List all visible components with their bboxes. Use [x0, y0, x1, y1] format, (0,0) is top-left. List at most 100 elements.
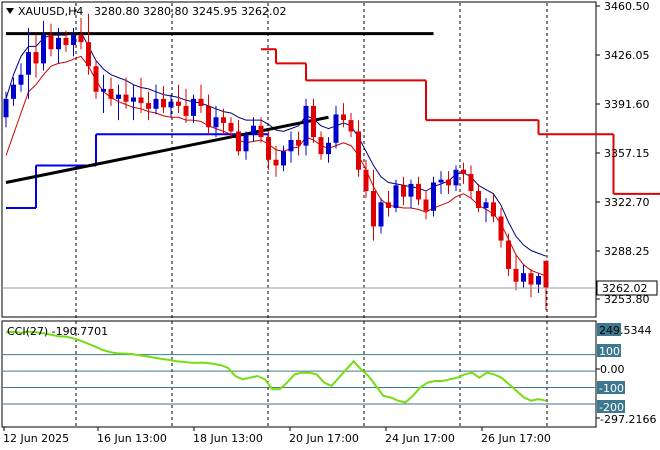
candle-body — [138, 97, 144, 104]
candle-body — [146, 103, 151, 109]
candle-body — [153, 98, 159, 109]
candle-body — [543, 260, 549, 288]
candle-body — [468, 173, 474, 191]
candle-body — [3, 98, 9, 118]
candle-body — [333, 114, 339, 143]
candle-body — [363, 169, 369, 191]
candle-body — [56, 37, 61, 50]
candle-body — [311, 105, 316, 138]
candle-body — [416, 183, 421, 200]
candle-body — [101, 88, 106, 92]
trendlines — [5, 32, 434, 184]
cci-axis-label: -200 — [599, 401, 624, 414]
candle-body — [528, 273, 534, 285]
cci-line — [5, 330, 547, 404]
candle-body — [288, 139, 294, 152]
candle-body — [386, 202, 391, 208]
collapse-triangle-icon[interactable] — [6, 8, 14, 14]
candle-body — [191, 98, 196, 116]
candle-body — [33, 52, 39, 64]
candle-body — [461, 169, 466, 174]
candle-body — [93, 66, 99, 92]
cci-badge — [597, 381, 625, 394]
candle-body — [26, 52, 31, 75]
cci-polyline — [5, 330, 547, 404]
price-label: 3460.50 — [604, 0, 650, 13]
candle-body — [491, 202, 496, 217]
candle-body — [356, 131, 361, 170]
candle-body — [161, 98, 166, 108]
time-label: 26 Jun 17:00 — [481, 432, 551, 445]
current-price-label: 3262.02 — [602, 282, 648, 295]
time-label: 20 Jun 17:00 — [289, 432, 359, 445]
candle-body — [251, 125, 256, 135]
candle-body — [483, 202, 489, 208]
candle-body — [453, 169, 459, 186]
cci-badge — [597, 344, 621, 357]
price-label: 3253.80 — [604, 293, 650, 306]
candle-body — [393, 185, 399, 208]
candle-body — [18, 74, 24, 85]
cci-level-lines — [3, 354, 596, 405]
candle-body — [206, 105, 211, 128]
cci-panel-frame — [1, 320, 597, 428]
candle-body — [513, 268, 519, 282]
current-price-badge — [596, 280, 658, 296]
time-label: 24 Jun 17:00 — [385, 432, 455, 445]
candle-body — [71, 35, 76, 45]
candle-body — [86, 42, 91, 67]
candle-body — [41, 35, 46, 64]
candle-body — [228, 122, 234, 132]
vertical-grid — [75, 3, 548, 426]
cci-axis-label: 249.5344 — [599, 324, 652, 337]
candle-body — [168, 101, 174, 108]
time-label: 18 Jun 13:00 — [193, 432, 263, 445]
time-axis: 12 Jun 2025 16 Jun 13:00 18 Jun 13:00 20… — [3, 427, 551, 445]
price-axis: 3460.50 3426.05 3391.60 3357.15 3322.70 … — [596, 0, 650, 306]
candle-body — [221, 117, 226, 123]
trendline — [5, 115, 329, 184]
price-label: 3426.05 — [604, 49, 650, 62]
price-label: 3357.15 — [604, 147, 650, 160]
candle-body — [476, 190, 481, 208]
candle-body — [341, 114, 346, 121]
candle-body — [258, 125, 264, 138]
candle-body — [536, 276, 541, 285]
price-label: 3391.60 — [604, 98, 650, 111]
ohlc-label: 3280.80 3280.80 3245.95 3262.02 — [94, 5, 286, 18]
candle-body — [213, 117, 219, 128]
candle-body — [243, 134, 249, 152]
candle-body — [176, 101, 181, 106]
candle-body — [11, 84, 16, 99]
candle-body — [401, 185, 406, 197]
cci-axis-label: 100 — [599, 345, 620, 358]
main-panel-frame — [1, 1, 597, 318]
candle-body — [423, 199, 429, 211]
symbol-label: XAUUSD,H4 — [18, 5, 83, 18]
candle-body — [236, 131, 241, 152]
candles — [3, 13, 549, 311]
candle-body — [326, 142, 331, 155]
candle-body — [303, 105, 309, 146]
cci-badge — [597, 400, 625, 413]
candle-body — [63, 37, 69, 45]
candle-body — [348, 120, 354, 132]
cci-axis-label: 0.00 — [600, 363, 625, 376]
candle-body — [78, 35, 84, 43]
candle-body — [506, 240, 511, 269]
time-label: 16 Jun 13:00 — [97, 432, 167, 445]
price-label: 3322.70 — [604, 196, 650, 209]
candle-body — [273, 159, 279, 166]
candle-body — [266, 137, 271, 160]
candle-body — [198, 98, 204, 106]
candle-body — [281, 151, 286, 166]
cci-axis-label: -297.2166 — [600, 413, 656, 426]
candle-body — [438, 179, 444, 183]
time-label: 12 Jun 2025 — [3, 432, 69, 445]
candle-body — [446, 179, 451, 186]
candle-body — [498, 216, 504, 241]
candle-body — [108, 88, 114, 99]
cci-badge — [597, 323, 621, 336]
